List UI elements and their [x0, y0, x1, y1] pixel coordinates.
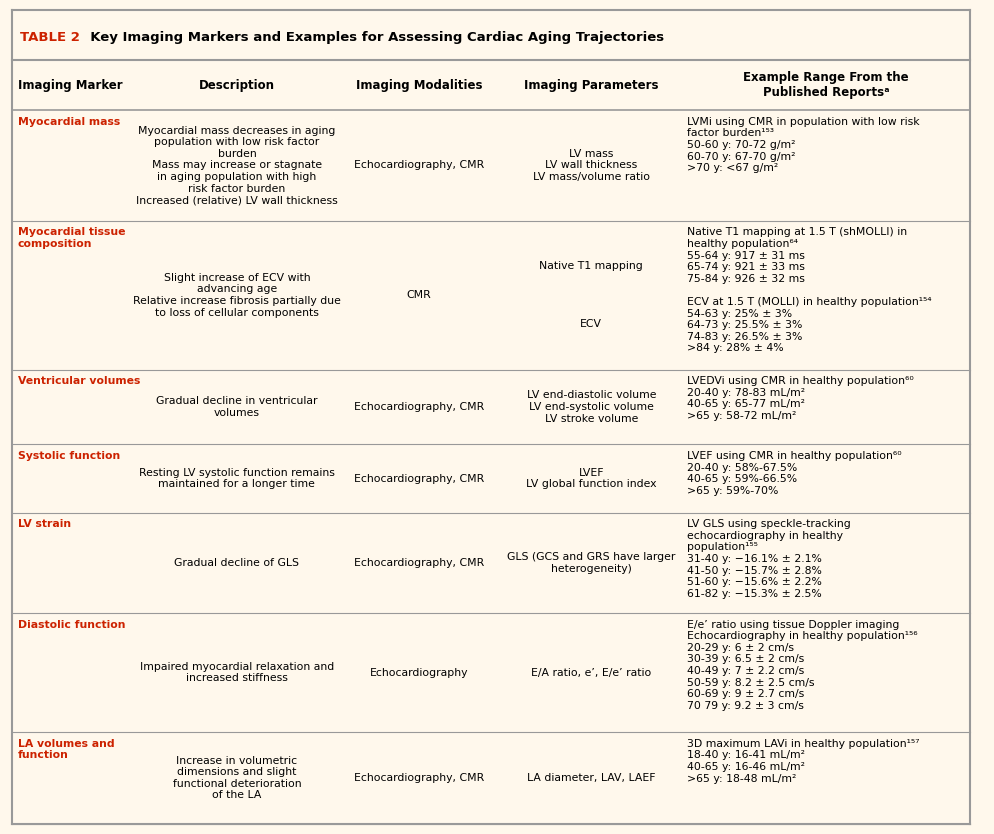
Bar	[12, 445, 969, 513]
Text: LV end-diastolic volume
LV end-systolic volume
LV stroke volume: LV end-diastolic volume LV end-systolic …	[526, 390, 655, 424]
Text: LVEDVi using CMR in healthy population⁶⁰
20-40 y: 78-83 mL/m²
40-65 y: 65-77 mL/: LVEDVi using CMR in healthy population⁶⁰…	[687, 376, 913, 421]
Text: LA volumes and
function: LA volumes and function	[18, 739, 114, 761]
Text: LVEF using CMR in healthy population⁶⁰
20-40 y: 58%-67.5%
40-65 y: 59%-66.5%
>65: LVEF using CMR in healthy population⁶⁰ 2…	[687, 451, 901, 496]
Text: Slight increase of ECV with
advancing age
Relative increase fibrosis partially d: Slight increase of ECV with advancing ag…	[133, 273, 341, 318]
Text: CMR: CMR	[407, 290, 430, 300]
Bar	[12, 221, 969, 369]
Text: LV mass
LV wall thickness
LV mass/volume ratio: LV mass LV wall thickness LV mass/volume…	[533, 148, 649, 182]
Bar	[12, 613, 969, 732]
Bar	[12, 110, 969, 221]
Text: Myocardial tissue
composition: Myocardial tissue composition	[18, 228, 125, 249]
Text: Echocardiography: Echocardiography	[370, 667, 468, 677]
Text: Description: Description	[199, 78, 274, 92]
Text: Myocardial mass: Myocardial mass	[18, 117, 120, 127]
Bar	[12, 513, 969, 613]
Text: Native T1 mapping




ECV: Native T1 mapping ECV	[539, 261, 642, 329]
Text: 3D maximum LAVi in healthy population¹⁵⁷
18-40 y: 16-41 mL/m²
40-65 y: 16-46 mL/: 3D maximum LAVi in healthy population¹⁵⁷…	[687, 739, 918, 784]
Text: Native T1 mapping at 1.5 T (shMOLLI) in
healthy population⁶⁴
55-64 y: 917 ± 31 m: Native T1 mapping at 1.5 T (shMOLLI) in …	[687, 228, 931, 354]
Text: E/e’ ratio using tissue Doppler imaging
Echocardiography in healthy population¹⁵: E/e’ ratio using tissue Doppler imaging …	[687, 620, 917, 711]
Text: Key Imaging Markers and Examples for Assessing Cardiac Aging Trajectories: Key Imaging Markers and Examples for Ass…	[82, 31, 664, 44]
Text: Gradual decline in ventricular
volumes: Gradual decline in ventricular volumes	[156, 396, 317, 418]
Text: Gradual decline of GLS: Gradual decline of GLS	[174, 558, 299, 568]
Text: Echocardiography, CMR: Echocardiography, CMR	[354, 160, 483, 170]
Text: Imaging Marker: Imaging Marker	[18, 78, 122, 92]
Text: Echocardiography, CMR: Echocardiography, CMR	[354, 558, 483, 568]
Text: LA diameter, LAV, LAEF: LA diameter, LAV, LAEF	[527, 773, 655, 783]
Text: Impaired myocardial relaxation and
increased stiffness: Impaired myocardial relaxation and incre…	[139, 661, 334, 683]
Bar	[12, 369, 969, 445]
Text: Ventricular volumes: Ventricular volumes	[18, 376, 140, 386]
Text: GLS (GCS and GRS have larger
heterogeneity): GLS (GCS and GRS have larger heterogenei…	[507, 552, 675, 574]
Text: Myocardial mass decreases in aging
population with low risk factor
burden
Mass m: Myocardial mass decreases in aging popul…	[136, 126, 337, 205]
Text: Echocardiography, CMR: Echocardiography, CMR	[354, 474, 483, 484]
Text: LVMi using CMR in population with low risk
factor burden¹⁵³
50-60 y: 70-72 g/m²
: LVMi using CMR in population with low ri…	[687, 117, 919, 173]
Bar	[12, 10, 969, 60]
Text: TABLE 2: TABLE 2	[20, 31, 80, 44]
Text: Example Range From the
Published Reportsᵃ: Example Range From the Published Reports…	[743, 71, 908, 99]
Text: LV strain: LV strain	[18, 520, 71, 530]
Text: LVEF
LV global function index: LVEF LV global function index	[526, 468, 656, 490]
Text: LV GLS using speckle-tracking
echocardiography in healthy
population¹⁵⁵
31-40 y:: LV GLS using speckle-tracking echocardio…	[687, 520, 850, 599]
Text: Increase in volumetric
dimensions and slight
functional deterioration
of the LA: Increase in volumetric dimensions and sl…	[172, 756, 301, 801]
Text: Systolic function: Systolic function	[18, 451, 120, 461]
Text: Imaging Parameters: Imaging Parameters	[524, 78, 658, 92]
Bar	[12, 732, 969, 824]
Text: Echocardiography, CMR: Echocardiography, CMR	[354, 402, 483, 412]
Text: Imaging Modalities: Imaging Modalities	[355, 78, 482, 92]
Text: Echocardiography, CMR: Echocardiography, CMR	[354, 773, 483, 783]
Text: Diastolic function: Diastolic function	[18, 620, 125, 630]
Text: Resting LV systolic function remains
maintained for a longer time: Resting LV systolic function remains mai…	[139, 468, 335, 490]
Text: E/A ratio, e’, E/e’ ratio: E/A ratio, e’, E/e’ ratio	[531, 667, 651, 677]
